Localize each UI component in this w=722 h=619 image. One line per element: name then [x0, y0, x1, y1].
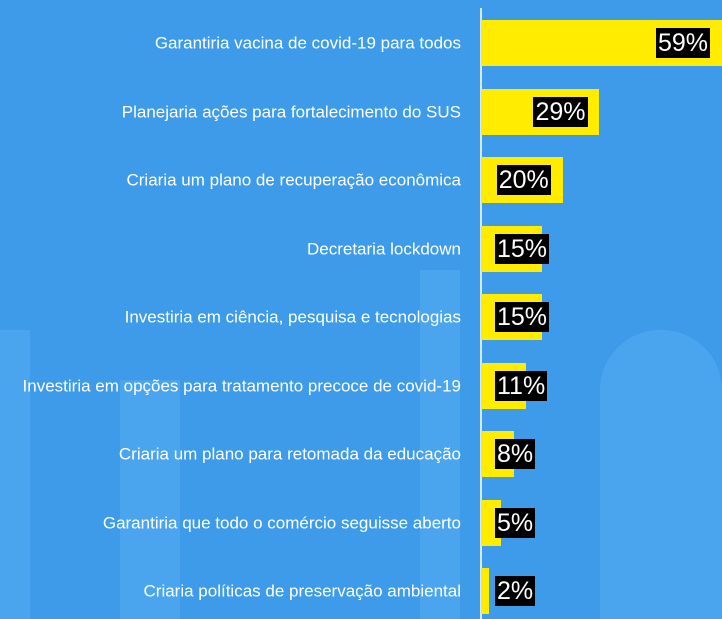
value-label: 15%	[495, 233, 550, 264]
category-label: Criaria um plano para retomada da educaç…	[118, 444, 461, 464]
bar	[481, 568, 490, 614]
value-label: 29%	[533, 96, 588, 127]
category-label: Garantiria vacina de covid-19 para todos	[154, 33, 461, 53]
category-label: Criaria um plano de recuperação econômic…	[126, 170, 461, 190]
skyline	[600, 330, 722, 619]
value-label: 2%	[495, 576, 536, 606]
value-label: 8%	[495, 439, 536, 469]
value-label: 11%	[495, 370, 548, 401]
skyline	[0, 330, 30, 619]
skyline	[420, 270, 460, 619]
category-label: Planejaria ações para fortalecimento do …	[121, 102, 461, 121]
category-label: Decretaria lockdown	[306, 239, 461, 258]
category-label: Garantiria que todo o comércio seguisse …	[102, 513, 461, 532]
value-label: 59%	[656, 28, 711, 58]
value-label: 15%	[495, 302, 550, 332]
category-label: Criaria políticas de preservação ambient…	[143, 581, 462, 601]
category-label: Investiria em ciência, pesquisa e tecnol…	[124, 307, 461, 327]
value-label: 20%	[496, 165, 551, 195]
category-label: Investiria em opções para tratamento pre…	[22, 376, 461, 395]
skyline	[120, 380, 180, 619]
value-label: 5%	[495, 507, 536, 538]
